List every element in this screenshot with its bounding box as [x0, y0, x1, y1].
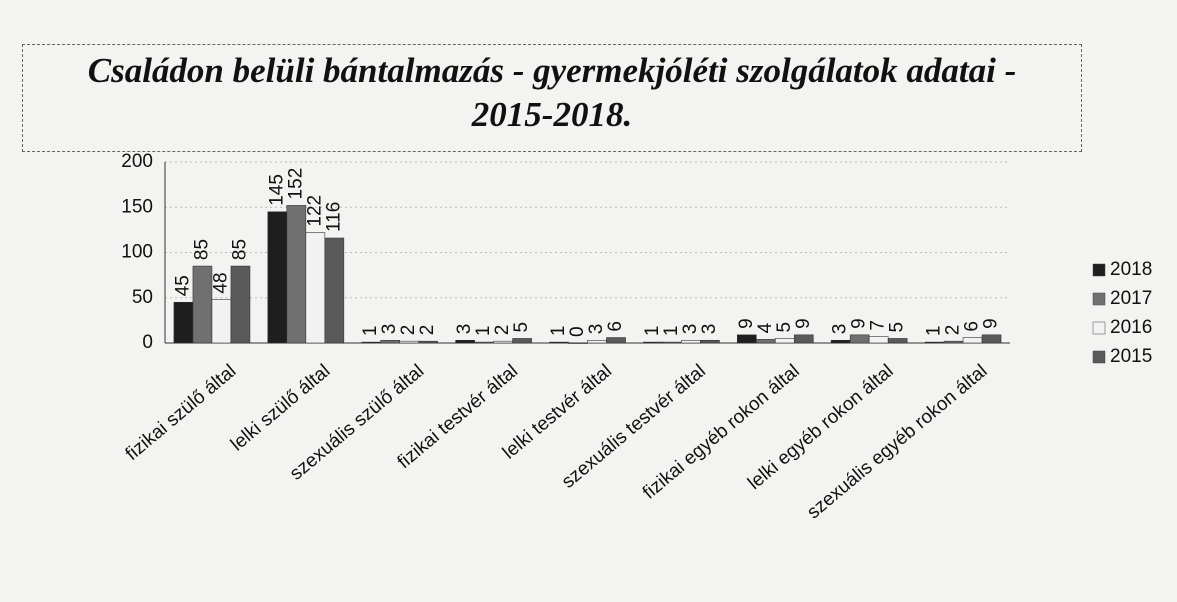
data-label: 6 [962, 321, 983, 332]
data-label: 2 [417, 325, 438, 336]
bar [924, 341, 945, 344]
data-label: 3 [454, 324, 475, 335]
data-label: 5 [774, 322, 795, 333]
data-label: 2 [943, 325, 964, 336]
data-label: 1 [642, 326, 663, 337]
bar [643, 341, 663, 344]
bar [587, 339, 607, 344]
data-label: 2 [492, 325, 513, 336]
y-tick-label: 150 [121, 196, 153, 217]
bar [455, 339, 475, 344]
y-tick-label: 100 [121, 242, 153, 263]
bar [774, 338, 795, 344]
y-tick-label: 50 [132, 287, 153, 308]
bar [943, 340, 964, 344]
x-tick-label: fizikai egyéb rokon által [639, 361, 804, 504]
bar [606, 337, 626, 344]
data-label: 3 [379, 324, 400, 335]
bar [793, 334, 814, 344]
bar [192, 265, 213, 344]
data-label: 45 [172, 275, 193, 296]
bar [211, 299, 232, 344]
data-label: 1 [473, 326, 494, 337]
data-label: 122 [304, 195, 325, 227]
data-label: 9 [793, 318, 814, 329]
bar [418, 340, 439, 344]
data-label: 5 [887, 322, 908, 333]
legend-label: 2017 [1110, 288, 1152, 309]
data-label: 1 [924, 326, 945, 337]
legend-swatch [1092, 263, 1106, 277]
legend-swatch [1092, 321, 1106, 335]
bar [173, 301, 194, 344]
bar [830, 339, 851, 344]
bar [681, 339, 701, 344]
bar [568, 342, 588, 344]
data-label: 9 [981, 318, 1002, 329]
bar [662, 341, 682, 344]
bar [361, 341, 382, 344]
data-label: 85 [229, 239, 250, 260]
bar [981, 334, 1002, 344]
data-label: 85 [191, 239, 212, 260]
bar [755, 339, 776, 344]
bar [962, 337, 983, 344]
bar [267, 211, 288, 344]
x-tick-label: fizikai szülő által [122, 361, 241, 465]
data-label: 9 [736, 318, 757, 329]
legend-swatch [1092, 292, 1106, 306]
bar [286, 205, 307, 344]
bar [399, 340, 420, 344]
chart-title: Családon belüli bántalmazás - gyermekjól… [22, 44, 1082, 152]
data-label: 3 [699, 324, 720, 335]
data-label: 6 [605, 321, 626, 332]
bar [868, 336, 889, 344]
legend-label: 2015 [1110, 346, 1152, 367]
legend-label: 2016 [1110, 317, 1152, 338]
bar [736, 334, 757, 344]
data-label: 0 [567, 326, 588, 337]
data-label: 1 [548, 326, 569, 337]
bar [549, 341, 569, 344]
data-label: 1 [360, 326, 381, 337]
data-label: 4 [755, 322, 776, 333]
data-label: 2 [398, 325, 419, 336]
data-label: 7 [868, 320, 889, 331]
data-label: 152 [285, 168, 306, 200]
data-label: 9 [849, 318, 870, 329]
bar [474, 341, 494, 344]
data-label: 5 [511, 322, 532, 333]
bar [324, 237, 345, 344]
data-label: 3 [586, 324, 607, 335]
data-label: 145 [266, 174, 287, 206]
bar [493, 340, 513, 344]
bar [887, 338, 908, 344]
y-tick-label: 200 [121, 151, 153, 172]
bar [230, 265, 251, 344]
bar [849, 334, 870, 344]
data-label: 116 [323, 202, 344, 232]
legend-label: 2018 [1110, 259, 1152, 280]
data-label: 3 [830, 324, 851, 335]
y-tick-label: 0 [142, 332, 153, 353]
x-tick-label: szexuális egyéb rokon által [803, 361, 991, 524]
bar [700, 339, 720, 344]
data-label: 1 [661, 326, 682, 337]
bar [380, 339, 401, 344]
legend-swatch [1092, 350, 1106, 364]
data-label: 48 [210, 272, 231, 293]
data-label: 3 [680, 324, 701, 335]
bar [305, 232, 326, 344]
bar [512, 338, 532, 344]
